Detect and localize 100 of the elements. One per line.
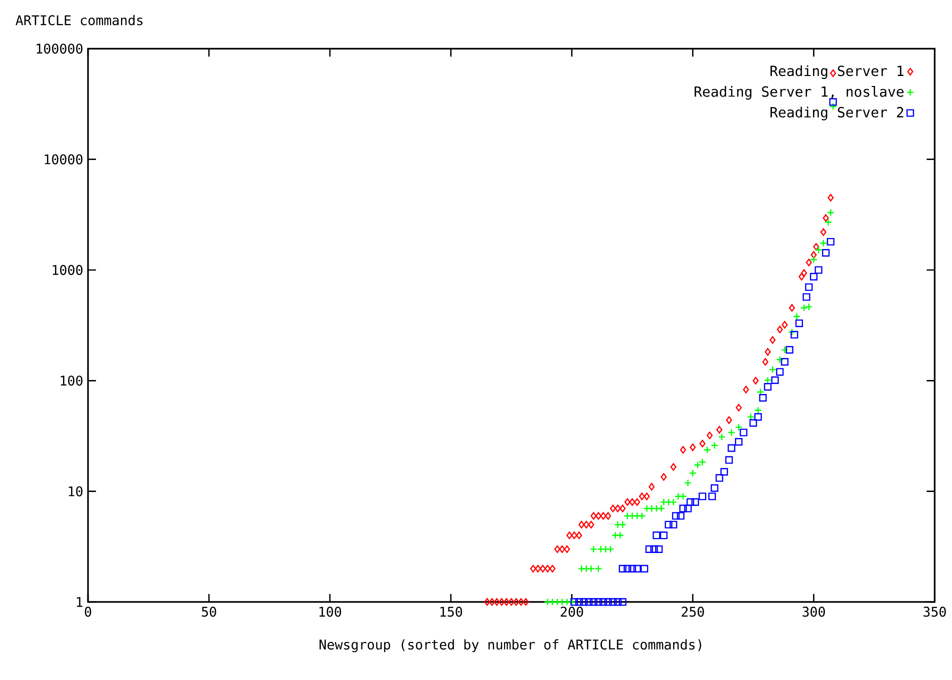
point [616, 532, 624, 540]
x-tick-label: 150 [440, 606, 462, 617]
point [710, 442, 718, 450]
point [604, 598, 612, 606]
point [686, 498, 694, 506]
point [788, 328, 796, 336]
x-tick-label: 50 [202, 606, 216, 617]
point [664, 520, 672, 528]
point [568, 598, 576, 606]
point [618, 598, 626, 606]
point [728, 444, 736, 452]
point [691, 498, 699, 506]
point [698, 492, 706, 500]
point [575, 598, 583, 606]
point [640, 564, 648, 572]
legend-label: Reading Server 1, noslave [694, 86, 904, 100]
x-tick-label: 250 [682, 606, 704, 617]
point [570, 598, 578, 606]
point [670, 520, 678, 528]
point [710, 484, 718, 492]
point [810, 272, 818, 280]
point [628, 564, 636, 572]
point [582, 564, 590, 572]
point [652, 504, 660, 512]
point [658, 504, 666, 512]
point [790, 330, 798, 339]
point [698, 458, 706, 466]
y-tick-label: 10 [68, 486, 82, 496]
point [776, 356, 784, 364]
point [756, 388, 764, 396]
point [694, 461, 702, 469]
x-tick-label: 100 [319, 606, 342, 617]
point [780, 346, 788, 354]
point [780, 358, 788, 366]
legend-label: Reading Server 2 [770, 106, 904, 120]
point [684, 479, 692, 487]
point [655, 545, 663, 553]
point [597, 545, 605, 553]
point [718, 433, 726, 441]
point [599, 598, 608, 606]
point [820, 239, 828, 247]
point [624, 512, 632, 520]
x-tick-label: 300 [802, 606, 825, 617]
point [795, 319, 804, 328]
point [764, 376, 772, 384]
point [734, 438, 743, 446]
y-axis-title: ARTICLE commands [16, 14, 142, 26]
point [609, 598, 617, 606]
x-tick-label: 350 [924, 606, 946, 617]
point [716, 474, 724, 482]
point [650, 545, 658, 553]
point [618, 520, 626, 528]
point [792, 312, 801, 320]
point [802, 293, 810, 301]
point [614, 598, 622, 606]
point [829, 102, 837, 110]
point [602, 545, 610, 553]
point [734, 423, 743, 431]
point [688, 469, 697, 477]
point [814, 266, 822, 274]
point [554, 598, 562, 606]
point [679, 492, 687, 500]
point [747, 413, 755, 421]
point [754, 413, 762, 421]
point [590, 598, 598, 606]
point [587, 564, 595, 572]
point [824, 218, 832, 226]
point [754, 406, 762, 414]
point [728, 428, 736, 436]
point [684, 504, 692, 512]
legend-label: Reading Server 1 [770, 65, 904, 79]
point [826, 208, 834, 216]
point [771, 376, 779, 384]
point [664, 498, 672, 506]
point [676, 512, 684, 520]
point [606, 545, 614, 553]
y-tick-label: 100000 [36, 44, 82, 54]
point [805, 302, 813, 311]
point [725, 456, 733, 464]
point [563, 598, 571, 606]
y-tick-label: 1 [76, 597, 82, 607]
point [740, 428, 748, 436]
point [800, 304, 808, 312]
point [826, 238, 834, 246]
point [764, 383, 772, 391]
point [708, 492, 716, 500]
point [814, 246, 822, 254]
point [584, 598, 593, 606]
point [544, 598, 552, 606]
point [633, 564, 641, 572]
point [624, 564, 632, 572]
point [645, 545, 654, 553]
point [805, 283, 813, 291]
point [670, 498, 678, 506]
point [759, 394, 767, 402]
point [580, 598, 588, 606]
x-tick-label: 200 [560, 606, 583, 617]
point [594, 598, 602, 606]
point [674, 492, 682, 500]
point [618, 564, 626, 572]
